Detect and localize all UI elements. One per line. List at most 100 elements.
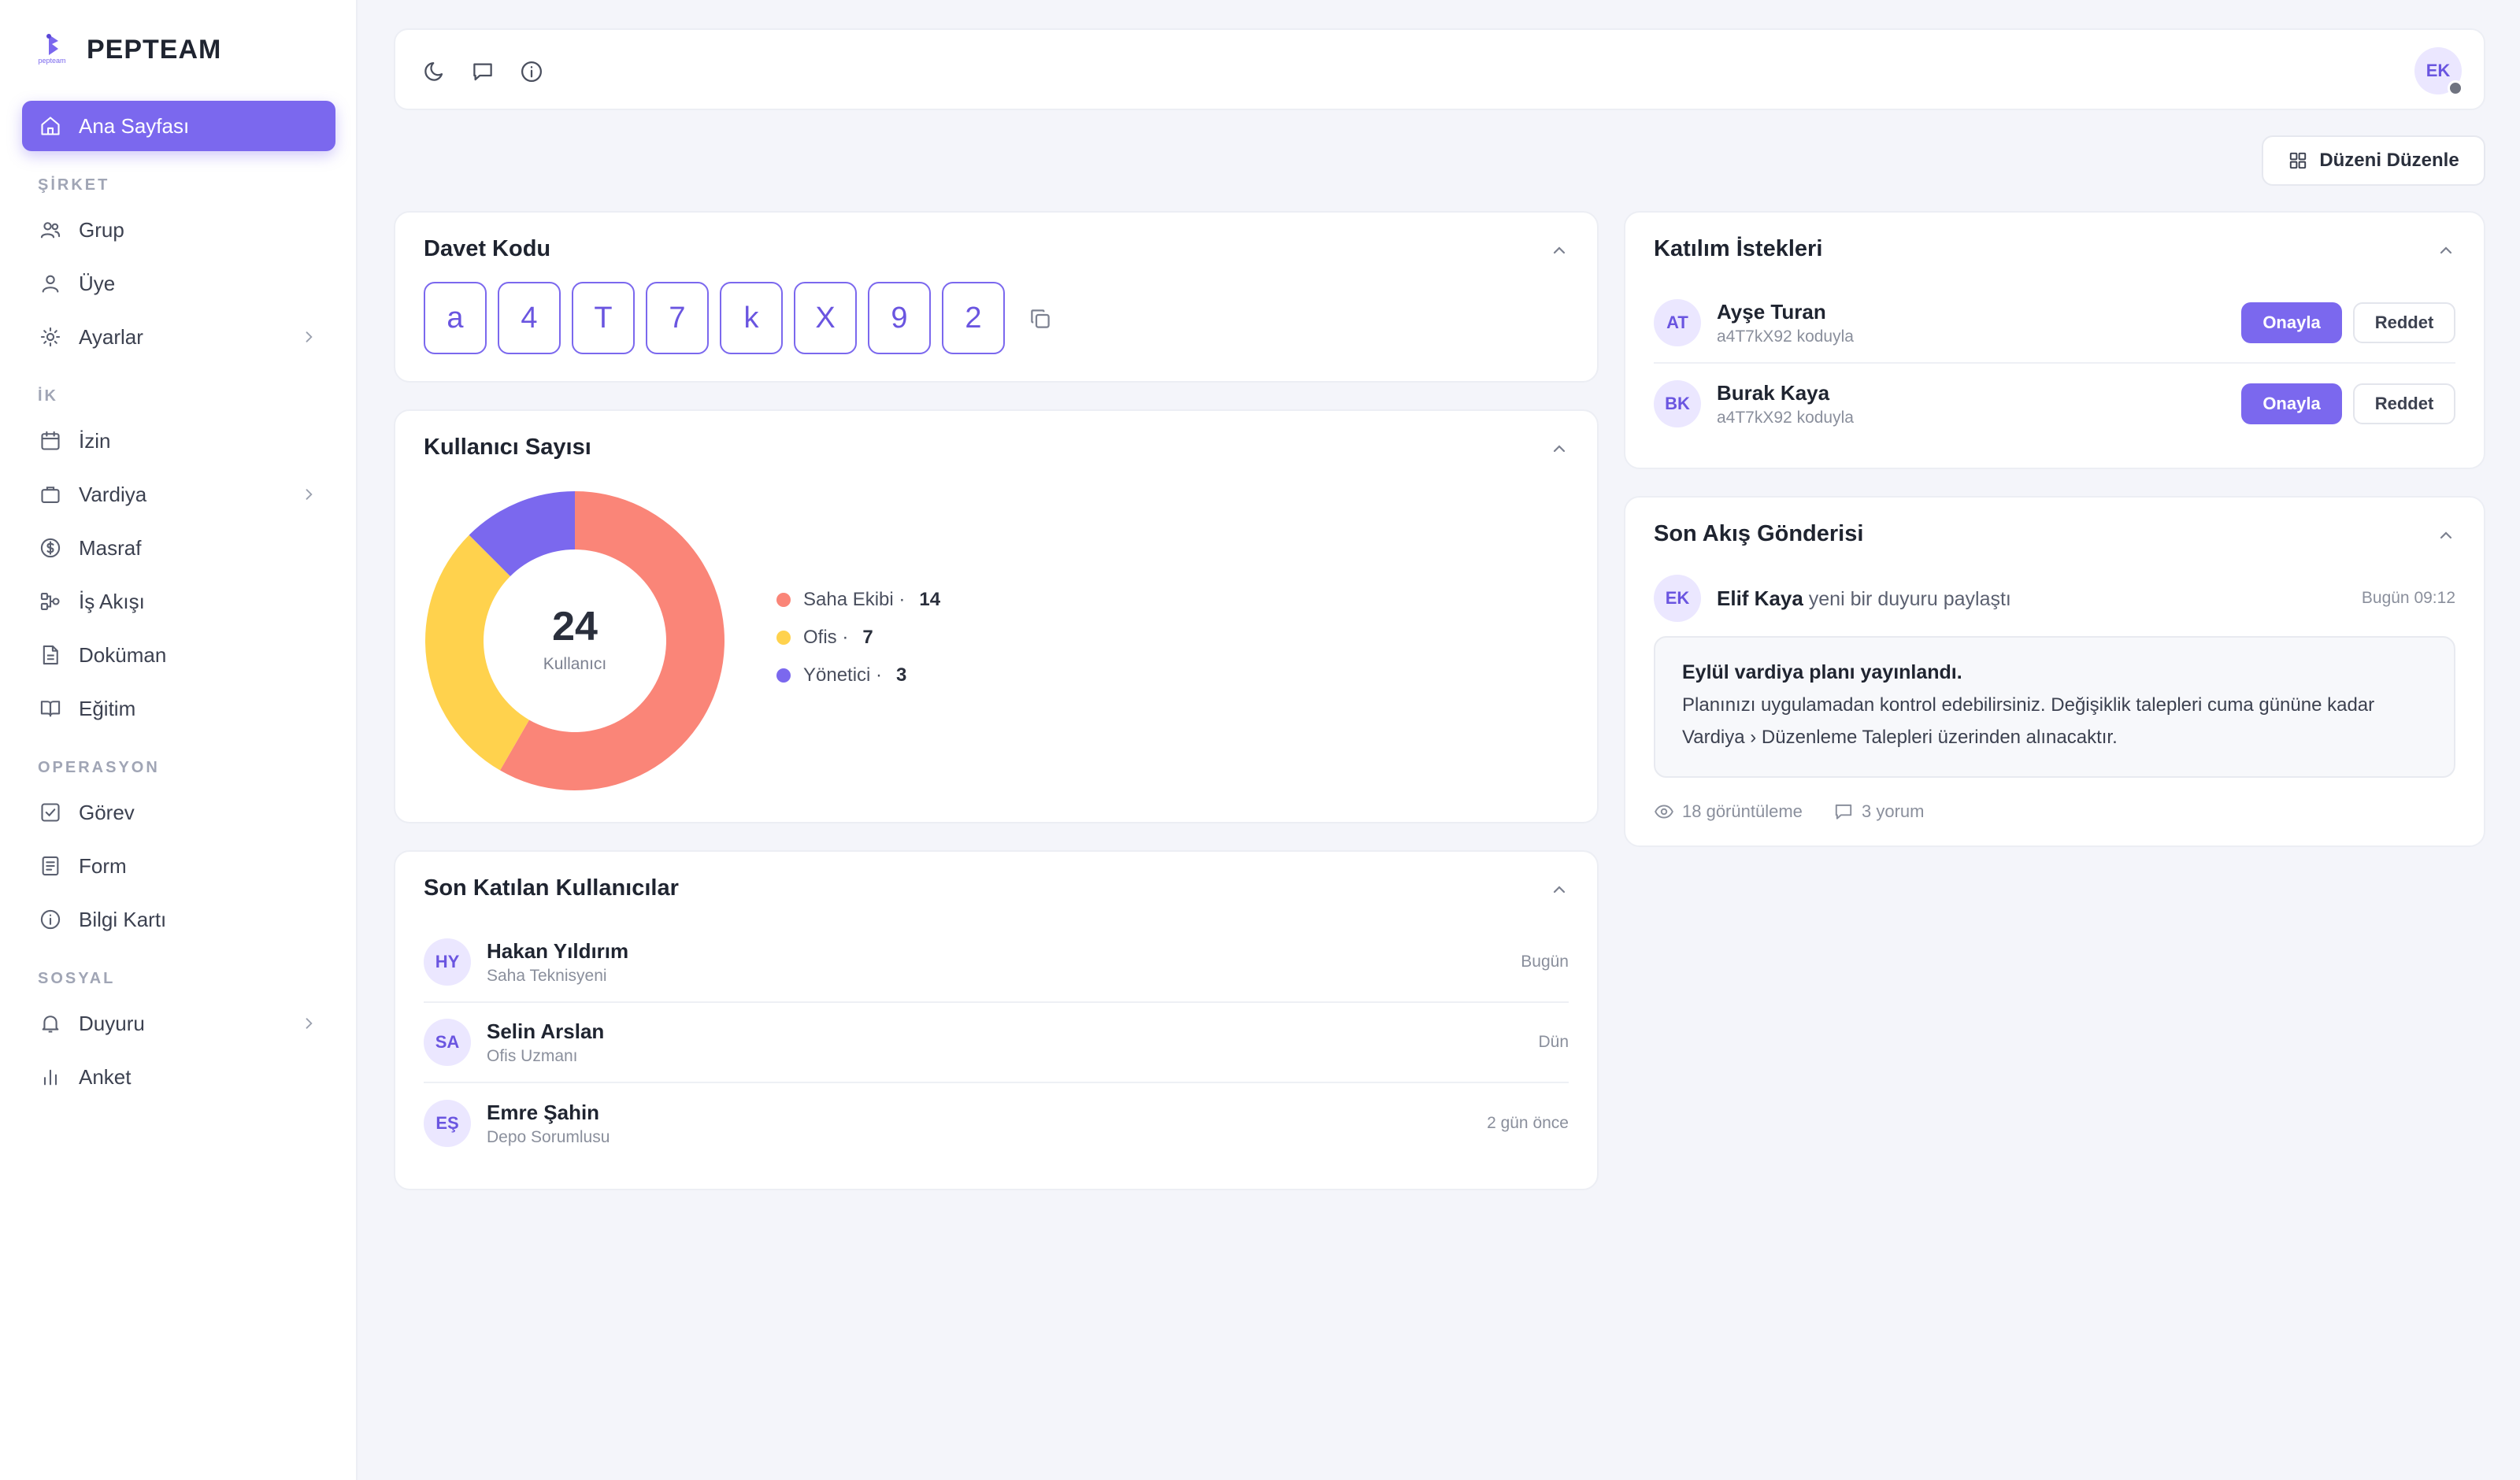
sidebar-item-ana-sayfasi[interactable]: Ana Sayfası: [22, 101, 335, 151]
donut-total-label: Kullanıcı: [543, 655, 607, 673]
legend-item: Yönetici · 3: [776, 664, 906, 686]
sidebar-item-izin[interactable]: İzin: [22, 417, 335, 464]
feed-post-card: Son Akış Gönderisi EK Elif Kaya yeni bir…: [1624, 496, 2485, 847]
info-icon: [40, 909, 61, 930]
views-count: 18 görüntüleme: [1682, 801, 1803, 821]
user-icon: [42, 275, 59, 293]
copy-icon[interactable]: [1028, 307, 1052, 331]
invite-code-char: 9: [868, 282, 931, 354]
sidebar-item-label: Eğitim: [79, 696, 136, 720]
document-icon: [43, 645, 58, 665]
sidebar-item-bilgi-karti[interactable]: Bilgi Kartı: [22, 896, 335, 943]
invite-code-char: 2: [942, 282, 1005, 354]
form-icon: [42, 856, 59, 876]
sidebar-item-uye[interactable]: Üye: [22, 260, 335, 307]
sidebar-item-label: Vardiya: [79, 482, 147, 506]
chevron-right-icon: [306, 331, 313, 342]
sidebar-item-label: Masraf: [79, 535, 142, 560]
invite-code-char: k: [720, 282, 783, 354]
sidebar-item-is-akisi[interactable]: İş Akışı: [22, 578, 335, 625]
sidebar-item-label: Doküman: [79, 642, 167, 667]
list-item[interactable]: SA Selin Arslan Ofis Uzmanı Dün: [424, 1003, 1569, 1083]
user-role: Depo Sorumlusu: [487, 1127, 610, 1146]
sidebar-item-label: Görev: [79, 800, 135, 824]
invite-code-char: X: [794, 282, 857, 354]
legend-label: Saha Ekibi ·: [803, 589, 906, 610]
sidebar-item-label: Ana Sayfası: [79, 113, 190, 138]
legend-dot: [776, 668, 791, 683]
list-item[interactable]: EŞ Emre Şahin Depo Sorumlusu 2 gün önce: [424, 1083, 1569, 1164]
user-name: Emre Şahin: [487, 1100, 600, 1124]
sidebar-item-dokuman[interactable]: Doküman: [22, 631, 335, 679]
nav-section-sosyal: SOSYAL: [38, 970, 116, 987]
eye-icon: [1655, 805, 1673, 819]
sidebar-item-label: Duyuru: [79, 1011, 145, 1035]
post-body: Planınızı uygulamadan kontrol edebilirsi…: [1682, 694, 2375, 748]
donut-slice-saha-ekibi[interactable]: [500, 491, 724, 790]
avatar: BK: [1654, 380, 1701, 427]
info-icon[interactable]: [520, 60, 543, 83]
chevron-up-icon[interactable]: [2437, 241, 2455, 260]
donut-total: 24: [552, 604, 598, 649]
post-content[interactable]: Eylül vardiya planı yayınlandı. Planınız…: [1654, 636, 2455, 778]
moon-icon[interactable]: [422, 60, 446, 83]
chat-icon[interactable]: [471, 60, 495, 83]
sidebar-item-label: Bilgi Kartı: [79, 907, 167, 931]
join-request-row: BK Burak Kaya a4T7kX92 koduyla Onayla Re…: [1654, 364, 2455, 444]
post-author[interactable]: Elif Kaya: [1717, 586, 1803, 610]
user-avatar[interactable]: EK: [2414, 47, 2463, 96]
sidebar-item-egitim[interactable]: Eğitim: [22, 685, 335, 732]
logo-text: pepteam: [38, 57, 66, 65]
sidebar-item-ayarlar[interactable]: Ayarlar: [22, 313, 335, 361]
requester-code: a4T7kX92 koduyla: [1717, 327, 1854, 346]
invite-code-char: 4: [498, 282, 561, 354]
chevron-up-icon[interactable]: [1550, 880, 1569, 899]
users-icon: [40, 222, 61, 239]
reject-button[interactable]: Reddet: [2353, 383, 2455, 424]
card-title: Son Akış Gönderisi: [1654, 521, 1864, 546]
card-title: Davet Kodu: [424, 236, 551, 261]
brand[interactable]: pepteam PEPTEAM: [32, 31, 221, 68]
join-date: Bugün: [1521, 953, 1569, 971]
sidebar-item-masraf[interactable]: Masraf: [22, 524, 335, 572]
reject-button[interactable]: Reddet: [2353, 302, 2455, 343]
invite-code-card: Davet Kodu a 4 T 7 k X 9 2: [394, 211, 1599, 383]
legend-value: 7: [862, 627, 873, 648]
donut-slice-yönetici[interactable]: [469, 491, 575, 576]
status-dot: [2448, 80, 2463, 96]
requester-name: Ayşe Turan: [1717, 299, 1826, 324]
chevron-up-icon[interactable]: [2437, 526, 2455, 545]
post-title: Eylül vardiya planı yayınlandı.: [1682, 661, 1962, 683]
briefcase-icon: [41, 487, 60, 503]
sidebar-item-form[interactable]: Form: [22, 842, 335, 890]
dollar-icon: [40, 538, 61, 558]
sidebar-item-duyuru[interactable]: Duyuru: [22, 1000, 335, 1047]
home-icon: [41, 117, 60, 135]
sidebar-item-grup[interactable]: Grup: [22, 206, 335, 253]
topbar: EK: [394, 28, 2485, 110]
donut-slice-ofis[interactable]: [425, 535, 529, 771]
post-action: yeni bir duyuru paylaştı: [1808, 587, 2011, 610]
calendar-icon: [41, 431, 60, 450]
comment-icon: [1835, 804, 1852, 820]
sidebar-item-label: Ayarlar: [79, 324, 143, 349]
avatar: EŞ: [424, 1100, 471, 1147]
legend-label: Ofis ·: [803, 627, 849, 648]
post-comments[interactable]: 3 yorum: [1833, 801, 1924, 822]
sidebar-item-vardiya[interactable]: Vardiya: [22, 471, 335, 518]
chevron-right-icon: [306, 489, 313, 500]
sidebar-item-gorev[interactable]: Görev: [22, 789, 335, 836]
chevron-up-icon[interactable]: [1550, 439, 1569, 458]
sidebar-item-label: Form: [79, 853, 127, 878]
approve-button[interactable]: Onayla: [2241, 302, 2342, 343]
chevron-up-icon[interactable]: [1550, 241, 1569, 260]
legend-value: 14: [919, 589, 941, 610]
book-icon: [40, 701, 61, 717]
approve-button[interactable]: Onayla: [2241, 383, 2342, 424]
edit-layout-button[interactable]: Düzeni Düzenle: [2262, 135, 2485, 186]
sidebar-item-anket[interactable]: Anket: [22, 1053, 335, 1101]
bar-chart-icon: [43, 1069, 57, 1086]
avatar: AT: [1654, 299, 1701, 346]
card-title: Katılım İstekleri: [1654, 236, 1823, 261]
list-item[interactable]: HY Hakan Yıldırım Saha Teknisyeni Bugün: [424, 923, 1569, 1003]
